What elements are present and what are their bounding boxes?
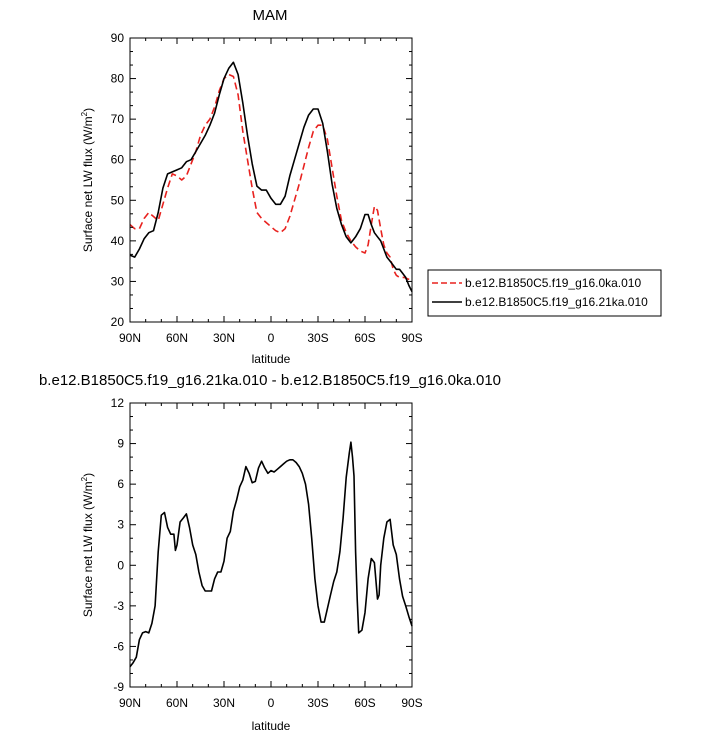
- bottom-chart-tick-labels: 90N 60N 30N 0 30S 60S 90S -9 -6 -3 0 3 6 9 12: [111, 396, 423, 710]
- x-tick-label: 60S: [354, 331, 375, 345]
- top-chart-tick-labels: 90N 60N 30N 0 30S 60S 90S 20 30 40 50 60 70 80 90: [111, 31, 423, 345]
- y-tick-label: 70: [111, 112, 125, 126]
- x-tick-label: 90S: [401, 331, 422, 345]
- bottom-chart-lines: [129, 441, 413, 668]
- x-tick-label: 0: [268, 331, 275, 345]
- legend-box: [427, 269, 662, 317]
- x-tick-label: 30N: [213, 331, 235, 345]
- top-chart-ylabel: Surface net LW flux (W/m2): [80, 108, 95, 252]
- bottom-chart-frame: [129, 402, 413, 688]
- y-tick-label: 12: [111, 396, 125, 410]
- x-tick-label: 30S: [307, 696, 328, 710]
- bottom-chart-ylabel-sup: 2: [80, 476, 89, 481]
- y-tick-label: 6: [117, 477, 124, 491]
- top-chart-ylabel-sup: 2: [80, 111, 89, 116]
- y-tick-label: -6: [113, 639, 124, 653]
- top-chart-ticks: [129, 37, 413, 323]
- bottom-chart-ticks: [129, 402, 413, 688]
- top-chart: MAM 90N 60N 30N 0 30S 60S 90S2030405060708090 …: [80, 7, 662, 366]
- x-tick-label: 60N: [166, 331, 188, 345]
- top-chart-ylabel-text: Surface net LW flux (W/m: [81, 116, 95, 252]
- x-tick-label: 0: [268, 696, 275, 710]
- legend-label-21ka: b.e12.B1850C5.f19_g16.21ka.010: [465, 295, 648, 309]
- top-chart-lines: [129, 61, 413, 292]
- series-line-1-0: [129, 441, 413, 668]
- series-line-0-0: [129, 73, 413, 283]
- series-line-0-1: [129, 61, 413, 292]
- x-tick-label: 30N: [213, 696, 235, 710]
- y-tick-label: 20: [111, 315, 125, 329]
- y-tick-label: 60: [111, 153, 125, 167]
- x-tick-label: 90N: [119, 696, 141, 710]
- y-tick-label: -9: [113, 680, 124, 694]
- bottom-chart: b.e12.B1850C5.f19_g16.21ka.010 - b.e12.B…: [39, 372, 501, 733]
- bottom-chart-ylabel: Surface net LW flux (W/m2): [80, 473, 95, 617]
- bottom-chart-ylabel-text: Surface net LW flux (W/m: [81, 481, 95, 617]
- bottom-chart-title: b.e12.B1850C5.f19_g16.21ka.010 - b.e12.B…: [39, 372, 501, 389]
- y-tick-label: 3: [117, 518, 124, 532]
- legend-label-0ka: b.e12.B1850C5.f19_g16.0ka.010: [465, 276, 641, 290]
- y-tick-label: 30: [111, 274, 125, 288]
- y-tick-label: 80: [111, 72, 125, 86]
- bottom-chart-xlabel: latitude: [252, 719, 291, 733]
- y-tick-label: 90: [111, 31, 125, 45]
- top-chart-xlabel: latitude: [252, 352, 291, 366]
- bottom-chart-ylabel-close: ): [81, 473, 95, 477]
- x-tick-label: 60N: [166, 696, 188, 710]
- x-tick-label: 90N: [119, 331, 141, 345]
- x-tick-label: 60S: [354, 696, 375, 710]
- x-tick-label: 90S: [401, 696, 422, 710]
- x-tick-label: 30S: [307, 331, 328, 345]
- y-tick-label: 0: [117, 558, 124, 572]
- top-chart-ylabel-close: ): [81, 108, 95, 112]
- y-tick-label: 9: [117, 437, 124, 451]
- y-tick-label: -3: [113, 599, 124, 613]
- top-chart-legend: b.e12.B1850C5.f19_g16.0ka.010 b.e12.B185…: [427, 269, 662, 317]
- y-tick-label: 40: [111, 234, 125, 248]
- top-chart-title: MAM: [253, 7, 288, 24]
- y-tick-label: 50: [111, 193, 125, 207]
- top-chart-frame: [129, 37, 413, 323]
